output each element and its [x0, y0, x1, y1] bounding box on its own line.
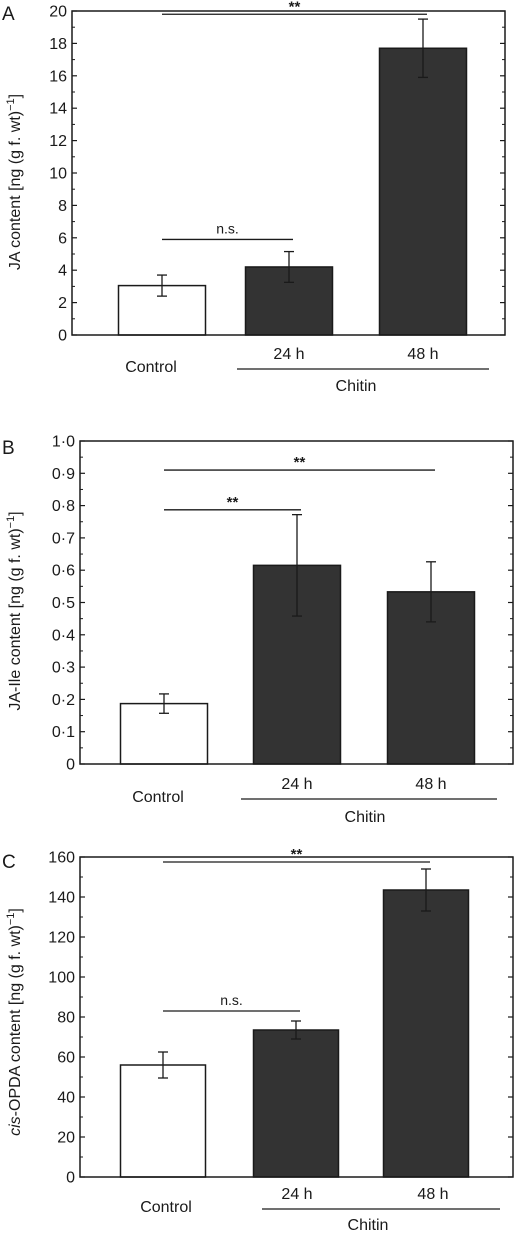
bar [252, 1029, 340, 1178]
group-label-chitin: Chitin [336, 378, 377, 395]
group-label-chitin: Chitin [345, 809, 386, 826]
group-label-chitin: Chitin [348, 1217, 389, 1234]
panel-b: B JA-Ile content [ng (g f. wt)−1] 0 0·1 0·… [2, 434, 514, 826]
category-label-48h: 48 h [407, 346, 438, 363]
y-tick-label: 120 [48, 930, 75, 947]
significance-label: ** [294, 454, 306, 471]
panel-a: A JA content [ng (g f. wt)−1] 0 2 4 6 8 10 12 1… [2, 0, 506, 395]
y-tick-label: 0·6 [52, 563, 75, 580]
y-tick-label: 40 [57, 1090, 75, 1107]
y-tick-label: 20 [49, 4, 67, 21]
significance-label: ** [291, 846, 303, 863]
significance-label: n.s. [216, 220, 239, 236]
y-tick-label: 0·2 [52, 692, 75, 709]
y-axis-label: JA content [ng (g f. wt)−1] [5, 94, 24, 270]
y-tick-label: 18 [49, 36, 67, 53]
category-label-48h: 48 h [415, 776, 446, 793]
category-label-control: Control [140, 1199, 192, 1216]
y-tick-label: 10 [49, 166, 67, 183]
y-tick-label: 4 [58, 263, 67, 280]
category-label-control: Control [125, 359, 177, 376]
y-tick-label: 16 [49, 68, 67, 85]
category-label-24h: 24 h [281, 1186, 312, 1203]
y-tick-label: 0·1 [52, 724, 75, 741]
category-label-48h: 48 h [417, 1186, 448, 1203]
y-tick-label: 0·9 [52, 466, 75, 483]
y-tick-label: 100 [48, 970, 75, 987]
y-tick-label: 14 [49, 101, 67, 118]
significance-label: n.s. [220, 992, 243, 1008]
significance-label: ** [227, 494, 239, 511]
y-tick-label: 0 [66, 1170, 75, 1187]
y-tick-label: 140 [48, 890, 75, 907]
y-tick-label: 60 [57, 1050, 75, 1067]
significance-label: ** [289, 0, 301, 15]
y-tick-label: 2 [58, 295, 67, 312]
y-tick-label: 12 [49, 133, 67, 150]
category-label-control: Control [132, 789, 184, 806]
y-tick-label: 6 [58, 230, 67, 247]
panel-c: C cis-OPDA content [ng (g f. wt)−1] 0 20 4… [2, 846, 514, 1234]
panel-letter: A [2, 4, 15, 25]
y-tick-label: 160 [48, 850, 75, 867]
y-tick-label: 1·0 [52, 434, 75, 451]
y-tick-label: 0 [58, 328, 67, 345]
y-axis-label: JA-Ile content [ng (g f. wt)−1] [5, 511, 24, 710]
plot-frame [79, 440, 514, 765]
y-tick-label: 0·4 [52, 627, 75, 644]
category-label-24h: 24 h [281, 776, 312, 793]
bar [119, 1064, 207, 1178]
y-tick-label: 8 [58, 198, 67, 215]
y-axis-label: cis-OPDA content [ng (g f. wt)−1] [5, 908, 24, 1136]
panel-letter: C [2, 852, 16, 873]
plot-frame [71, 10, 506, 336]
panel-letter: B [2, 438, 15, 459]
y-tick-label: 0·3 [52, 660, 75, 677]
y-tick-label: 0 [66, 757, 75, 774]
plot-frame [79, 856, 514, 1178]
category-label-24h: 24 h [273, 346, 304, 363]
y-tick-label: 80 [57, 1010, 75, 1027]
bar [382, 889, 470, 1178]
y-tick-label: 0·7 [52, 530, 75, 547]
bar [378, 47, 468, 336]
y-tick-label: 20 [57, 1130, 75, 1147]
y-tick-label: 0·5 [52, 595, 75, 612]
y-tick-label: 0·8 [52, 498, 75, 515]
